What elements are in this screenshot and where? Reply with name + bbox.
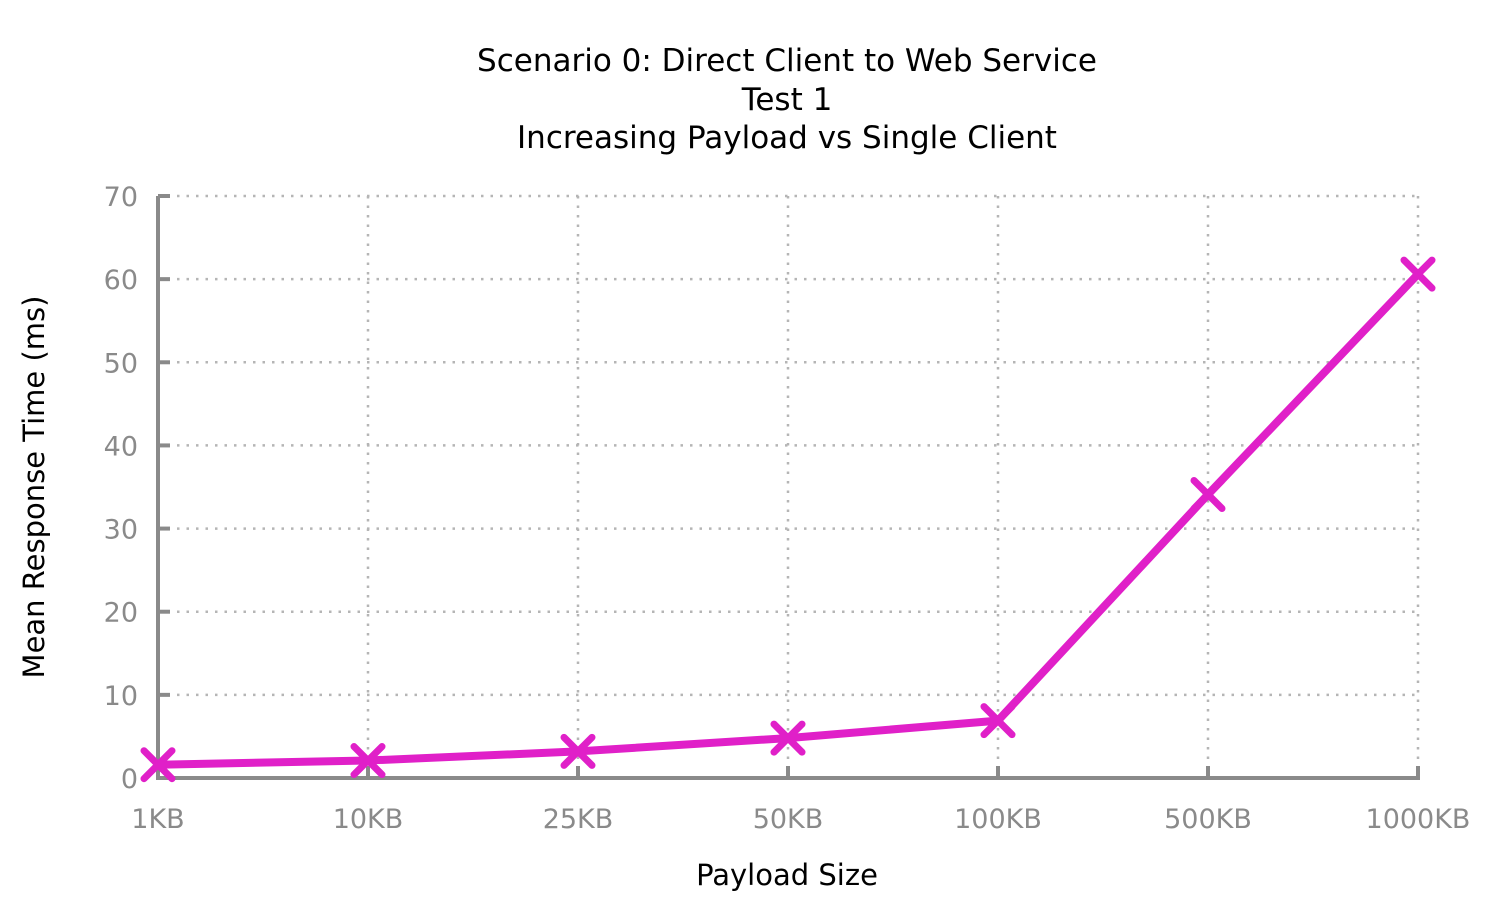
y-tick-label: 30 xyxy=(104,515,138,546)
x-tick-label: 1000KB xyxy=(1366,804,1471,835)
chart-title-line-2: Test 1 xyxy=(741,82,833,118)
marker-stroke xyxy=(980,703,1016,739)
data-point-marker xyxy=(1190,476,1226,512)
marker-stroke xyxy=(140,747,176,783)
data-series xyxy=(140,256,1436,783)
data-point-marker xyxy=(140,747,176,783)
data-point-marker xyxy=(770,720,806,756)
x-tick-label: 10KB xyxy=(333,804,404,835)
marker-stroke xyxy=(1190,476,1226,512)
y-tick-label: 10 xyxy=(104,681,138,712)
chart-title-line-3: Increasing Payload vs Single Client xyxy=(517,120,1057,156)
data-point-marker xyxy=(1400,256,1436,292)
marker-stroke xyxy=(350,743,386,779)
x-tick-label: 500KB xyxy=(1164,804,1252,835)
x-tick-label: 100KB xyxy=(954,804,1042,835)
chart-title-line-1: Scenario 0: Direct Client to Web Service xyxy=(477,43,1097,79)
data-point-marker xyxy=(350,743,386,779)
x-axis-ticks: 1KB 10KB 25KB 50KB 100KB 500KB 1000KB xyxy=(131,766,1470,835)
marker-stroke xyxy=(770,720,806,756)
x-tick-label: 1KB xyxy=(131,804,184,835)
y-tick-label: 20 xyxy=(104,598,138,629)
data-point-marker xyxy=(980,703,1016,739)
chart-title: Scenario 0: Direct Client to Web Service… xyxy=(477,43,1097,156)
y-tick-label: 60 xyxy=(104,265,138,296)
y-tick-label: 70 xyxy=(104,182,138,213)
y-tick-label: 40 xyxy=(104,431,138,462)
y-tick-label: 0 xyxy=(121,764,138,795)
x-tick-label: 25KB xyxy=(543,804,614,835)
y-tick-label: 50 xyxy=(104,348,138,379)
grid-lines xyxy=(158,194,1420,778)
marker-stroke xyxy=(1400,256,1436,292)
x-axis-label: Payload Size xyxy=(696,858,878,892)
x-tick-label: 50KB xyxy=(753,804,824,835)
y-axis-ticks: 0 10 20 30 40 50 60 70 xyxy=(104,182,170,795)
data-point-marker xyxy=(560,733,596,769)
y-axis-label: Mean Response Time (ms) xyxy=(17,296,51,679)
marker-stroke xyxy=(560,733,596,769)
